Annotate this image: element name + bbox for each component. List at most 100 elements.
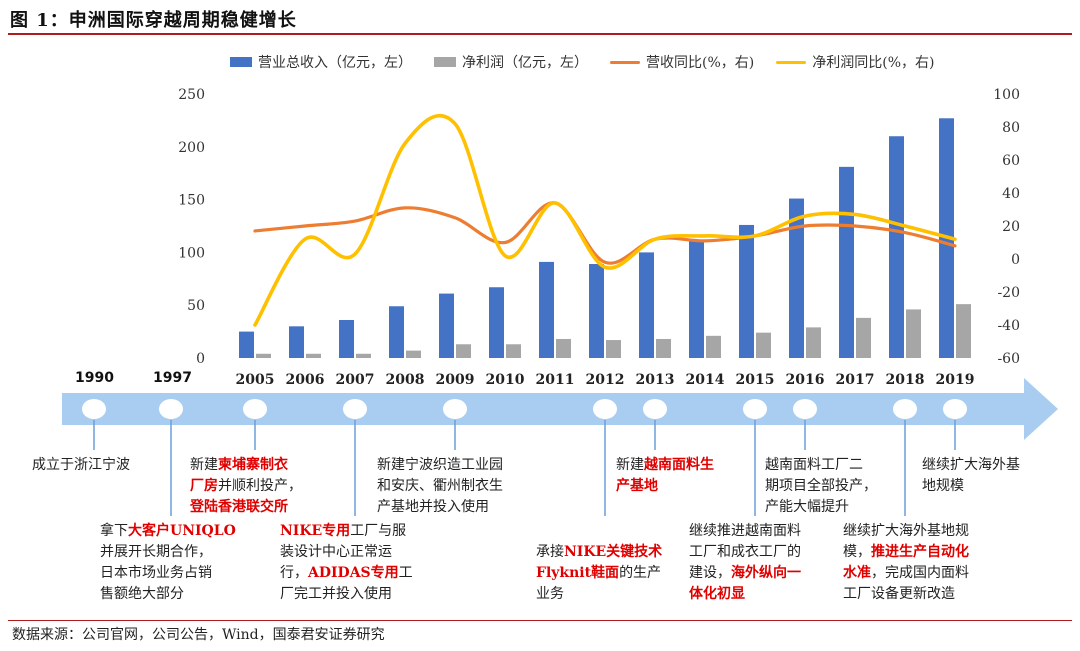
milestone-text: 新建柬埔寨制衣 厂房并顺利投产， 登陆香港联交所 [190, 455, 302, 518]
milestone-segment: 装设计中心正常运 [280, 544, 392, 560]
timeline-year-1997: 1997 [153, 370, 192, 386]
milestone-segment: 继续扩大海外基地规 [843, 523, 969, 539]
milestone-segment: 并展开长期合作， [100, 544, 212, 560]
x-tick-label: 2013 [636, 372, 675, 388]
milestone-highlight: ADIDAS专用 [308, 565, 399, 581]
profit-bar [906, 309, 921, 358]
revenue-bar [489, 287, 504, 358]
profit-bar [356, 353, 371, 358]
profit-bar [406, 350, 421, 358]
milestone-highlight: 体化初显 [689, 586, 745, 602]
y-right-tick-label: -40 [997, 318, 1020, 334]
x-tick-label: 2017 [836, 372, 875, 388]
milestone-text: 继续推进越南面料 工厂和成衣工厂的 建设，海外纵向一 体化初显 [689, 521, 801, 605]
milestone-highlight: 推进生产自动化 [871, 544, 969, 560]
milestone-highlight: 产基地 [616, 478, 658, 494]
x-tick-label: 2007 [336, 372, 375, 388]
legend-swatch-revenue [230, 57, 252, 67]
revenue-bar [389, 306, 404, 358]
milestone-highlight: 水准 [843, 565, 871, 581]
milestone-segment: 新建 [616, 457, 644, 473]
legend-item-revenue: 营业总收入（亿元，左） [230, 52, 412, 72]
x-tick-label: 2019 [936, 372, 975, 388]
timeline-dot [893, 399, 917, 419]
profit-bar [756, 332, 771, 358]
revenue-bar [689, 239, 704, 358]
milestone-highlight: 厂房 [190, 478, 218, 494]
legend-swatch-profit [434, 57, 456, 67]
timeline-dot [343, 399, 367, 419]
milestone-highlight: 登陆香港联交所 [190, 499, 288, 515]
milestone-segment: 和安庆、衢州制衣生 [377, 478, 503, 494]
y-left-tick-label: 50 [187, 298, 205, 314]
milestone-segment: 越南面料工厂二 [765, 457, 863, 473]
revenue-bar [839, 166, 854, 358]
milestone-highlight: NIKE关键技术 [564, 544, 663, 560]
x-tick-label: 2014 [686, 372, 725, 388]
x-tick-label: 2006 [286, 372, 325, 388]
x-tick-label: 2005 [236, 372, 275, 388]
y-left-tick-label: 100 [178, 245, 205, 261]
x-tick-label: 2008 [386, 372, 425, 388]
profit-bar [706, 335, 721, 358]
chart-legend: 营业总收入（亿元，左） 净利润（亿元，左） 营收同比(%，右) 净利润同比(%，… [230, 52, 956, 72]
legend-swatch-profit-yoy [776, 60, 807, 64]
profit-bar [256, 353, 271, 358]
milestone-segment: 成立于浙江宁波 [32, 457, 130, 473]
y-left-tick-label: 250 [178, 87, 205, 103]
y-left-tick-label: 200 [178, 140, 205, 156]
milestone-highlight: NIKE专用 [280, 523, 351, 539]
x-tick-label: 2015 [736, 372, 775, 388]
profit-bar [806, 327, 821, 358]
milestone-segment: 工厂设备更新改造 [843, 586, 955, 602]
milestone-segment: 工厂与服 [350, 523, 407, 539]
y-right-tick-label: 20 [1002, 219, 1020, 235]
milestone-segment: 工 [398, 565, 413, 581]
footer-rule [8, 620, 1072, 621]
milestone-highlight: 大客户UNIQLO [128, 523, 236, 539]
milestone-highlight: Flyknit鞋面 [536, 565, 620, 581]
milestone-segment: 建设， [689, 565, 731, 581]
milestone-segment: 产基地并投入使用 [377, 499, 489, 515]
timeline-dot [943, 399, 967, 419]
revenue-bar [589, 264, 604, 358]
y-right-tick-label: 80 [1002, 120, 1020, 136]
timeline-year-1990: 1990 [75, 370, 114, 386]
profit-bar [506, 344, 521, 358]
y-right-tick-label: 0 [1011, 252, 1020, 268]
timeline-dot [793, 399, 817, 419]
milestone-segment: 继续扩大海外基 [922, 457, 1020, 473]
profit-bar [956, 304, 971, 358]
timeline-arrow [62, 378, 1058, 440]
legend-swatch-revenue-yoy [610, 60, 640, 64]
timeline-dot [593, 399, 617, 419]
milestone-segment: 日本市场业务占销 [100, 565, 212, 581]
milestone-segment: 拿下 [100, 523, 128, 539]
timeline-dot [159, 399, 183, 419]
revenue-bar [289, 326, 304, 358]
y-right-tick-label: -20 [997, 285, 1020, 301]
profit-yoy-line [253, 113, 957, 327]
x-tick-label: 2018 [886, 372, 925, 388]
milestone-segment: 的生产 [619, 565, 662, 581]
revenue-bar [739, 224, 754, 358]
milestone-text: 越南面料工厂二 期项目全部投产， 产能大幅提升 [765, 455, 877, 518]
y-right-tick-label: 40 [1002, 186, 1020, 202]
revenue-bar [889, 136, 904, 358]
chart-canvas: 0 50 100 150 200 250 -60 -40 -20 0 20 40 60 80 100 20… [62, 87, 1058, 516]
milestone-segment: 期项目全部投产， [765, 478, 877, 494]
timeline-dot [243, 399, 267, 419]
timeline-dot [643, 399, 667, 419]
milestone-text: 继续扩大海外基 地规模 [922, 455, 1020, 497]
y-left-tick-label: 150 [178, 193, 205, 209]
profit-bar [606, 340, 621, 358]
timeline-dot [82, 399, 106, 419]
revenue-bar [639, 252, 654, 358]
timeline-dot [743, 399, 767, 419]
milestone-segment: ，完成国内面料 [871, 565, 969, 581]
milestone-segment: 工厂和成衣工厂的 [689, 544, 801, 560]
legend-item-profit: 净利润（亿元，左） [434, 52, 588, 72]
x-tick-label: 2016 [786, 372, 825, 388]
x-tick-label: 2011 [536, 372, 575, 388]
milestone-segment: 业务 [536, 586, 564, 602]
